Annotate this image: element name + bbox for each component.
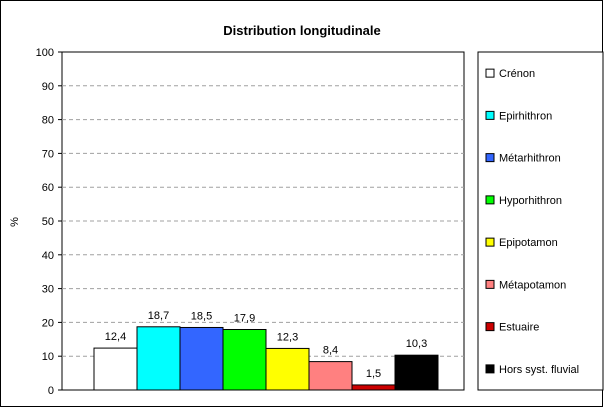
- y-tick-label: 80: [42, 115, 54, 127]
- y-tick-label: 70: [42, 148, 54, 160]
- bar-8: [394, 354, 439, 391]
- y-tick-label: 0: [48, 385, 54, 397]
- legend-swatch: [485, 237, 495, 247]
- bar-1: [93, 347, 138, 391]
- bar-value-label: 10,3: [406, 338, 427, 350]
- bar-value-label: 18,5: [191, 310, 212, 322]
- legend-swatch: [485, 153, 495, 163]
- y-tick-label: 90: [42, 81, 54, 93]
- bar-value-label: 1,5: [366, 368, 381, 380]
- legend: Crénon Epirhithron Métarhithron Hyporhithro…: [477, 51, 604, 391]
- legend-item-label: Métarhithron: [499, 153, 561, 165]
- y-tick-label: 50: [42, 216, 54, 228]
- legend-swatch: [485, 195, 495, 205]
- bar-value-label: 12,4: [105, 331, 126, 343]
- legend-swatch: [485, 68, 495, 78]
- y-axis: 0 10 20 30 40 50 60 70 80 90 100: [36, 47, 62, 397]
- bar-5: [265, 347, 310, 391]
- legend-item-label: Epipotamon: [499, 237, 558, 249]
- y-tick-label: 30: [42, 284, 54, 296]
- legend-box: [477, 51, 604, 391]
- legend-swatch: [485, 322, 495, 332]
- y-tick-label: 40: [42, 250, 54, 262]
- bar-6: [308, 361, 353, 391]
- y-axis-label: %: [9, 217, 21, 227]
- legend-item-label: Métapotamon: [499, 279, 566, 291]
- legend-item-label: Epirhithron: [499, 110, 552, 122]
- bar-7: [351, 384, 396, 391]
- legend-item-label: Hors syst. fluvial: [499, 364, 579, 376]
- bar-3: [179, 326, 224, 391]
- legend-item-label: Hyporhithron: [499, 195, 562, 207]
- bar-2: [136, 326, 181, 391]
- bar-value-label: 18,7: [148, 310, 169, 322]
- bar-value-label: 8,4: [323, 345, 338, 357]
- bar-value-label: 12,3: [277, 331, 298, 343]
- y-tick-label: 100: [36, 47, 54, 59]
- y-tick-label: 20: [42, 317, 54, 329]
- y-tick-label: 10: [42, 351, 54, 363]
- chart-title: Distribution longitudinale: [223, 23, 380, 38]
- legend-swatch: [485, 279, 495, 289]
- y-tick-label: 60: [42, 182, 54, 194]
- legend-swatch: [485, 364, 495, 374]
- legend-item-label: Estuaire: [499, 322, 539, 334]
- legend-swatch: [485, 110, 495, 120]
- bar-4: [222, 328, 267, 391]
- bar-layer: 12,4 18,7 18,5 17,9 12,3 8,4 1,5 10,3: [93, 310, 439, 391]
- legend-item-label: Crénon: [499, 68, 535, 80]
- bar-value-label: 17,9: [234, 312, 255, 324]
